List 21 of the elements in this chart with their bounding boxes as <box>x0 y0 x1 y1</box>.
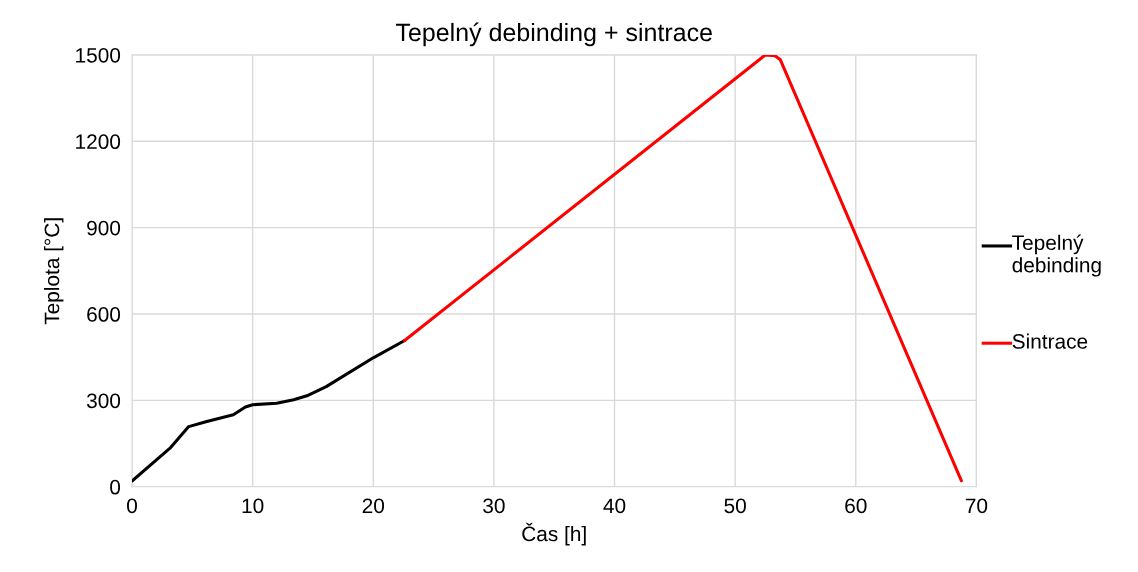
legend-label: Sintrace <box>1012 333 1088 349</box>
y-tick-label: 1200 <box>76 134 121 150</box>
x-axis-title: Čas [h] <box>522 522 586 546</box>
y-tick-label: 900 <box>87 220 121 236</box>
y-tick-label: 0 <box>110 479 121 495</box>
y-tick-label: 300 <box>86 393 121 409</box>
y-axis-title: Teplota [°C] <box>44 218 64 325</box>
y-tick-label: 600 <box>87 307 121 322</box>
x-tick-label: 70 <box>965 498 988 514</box>
x-tick-label: 60 <box>845 498 867 514</box>
y-tick-label: 1500 <box>76 47 121 63</box>
x-tick-label: 10 <box>242 498 264 514</box>
x-tick-label: 30 <box>483 498 505 514</box>
x-tick-label: 40 <box>603 498 626 514</box>
x-tick-label: 0 <box>127 498 137 514</box>
x-tick-label: 20 <box>362 498 385 514</box>
line-series <box>132 338 407 483</box>
x-tick-label: 50 <box>724 498 746 514</box>
chart-title: Tepelný debinding + sintrace <box>396 22 712 47</box>
line-series <box>403 54 963 483</box>
legend-label: Tepelný debinding <box>1012 234 1101 277</box>
